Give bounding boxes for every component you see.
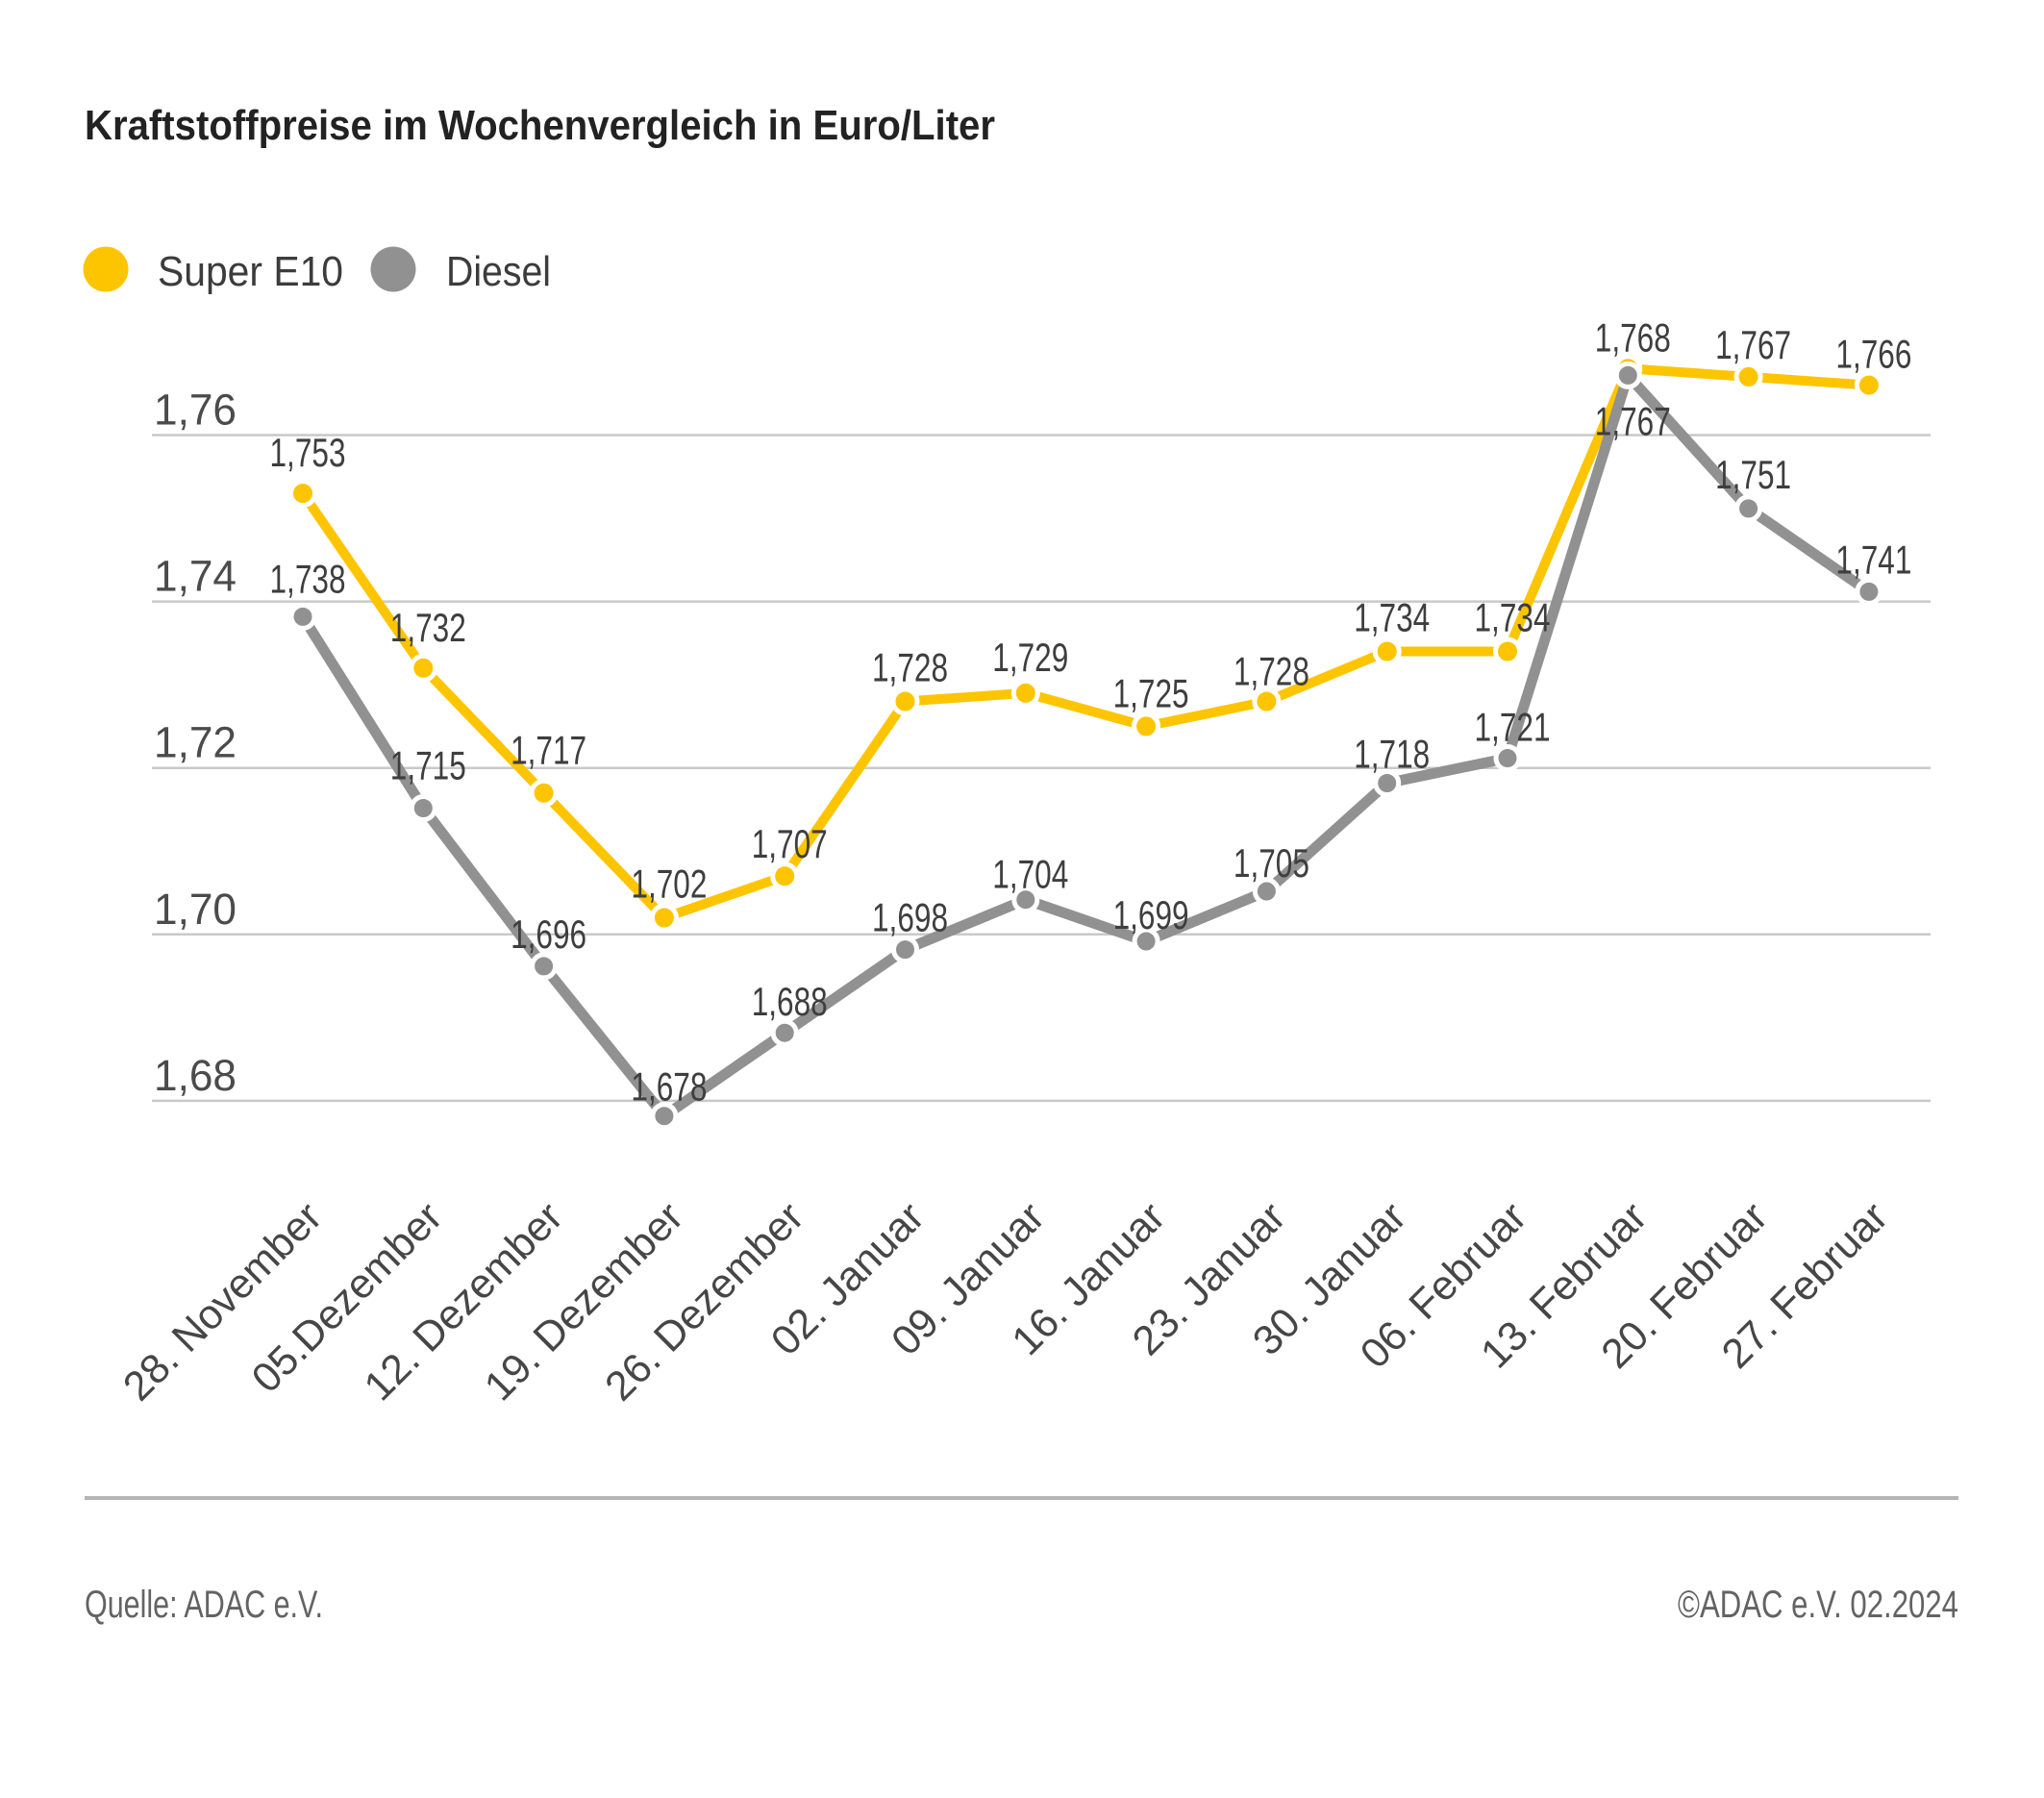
- svg-text:1,718: 1,718: [1354, 732, 1430, 777]
- svg-text:1,68: 1,68: [154, 1051, 237, 1100]
- svg-text:1,702: 1,702: [631, 862, 707, 907]
- svg-text:1,74: 1,74: [154, 552, 237, 601]
- svg-text:1,72: 1,72: [154, 718, 237, 767]
- svg-text:Diesel: Diesel: [446, 248, 551, 295]
- svg-text:1,698: 1,698: [872, 895, 948, 940]
- svg-text:1,76: 1,76: [154, 386, 237, 435]
- svg-text:1,728: 1,728: [872, 645, 948, 690]
- svg-text:1,699: 1,699: [1113, 892, 1189, 937]
- svg-text:©ADAC e.V. 02.2024: ©ADAC e.V. 02.2024: [1678, 1584, 1958, 1626]
- svg-text:1,704: 1,704: [992, 852, 1068, 897]
- svg-text:1,688: 1,688: [752, 979, 828, 1024]
- svg-text:1,678: 1,678: [631, 1064, 707, 1110]
- svg-text:1,768: 1,768: [1595, 314, 1671, 360]
- svg-text:1,729: 1,729: [992, 635, 1068, 680]
- svg-text:1,721: 1,721: [1475, 705, 1551, 750]
- svg-text:Quelle: ADAC e.V.: Quelle: ADAC e.V.: [85, 1584, 323, 1626]
- svg-text:1,734: 1,734: [1475, 595, 1551, 640]
- svg-text:Kraftstoffpreise im Wochenverg: Kraftstoffpreise im Wochenvergleich in E…: [85, 102, 995, 149]
- svg-text:1,741: 1,741: [1835, 537, 1911, 582]
- svg-text:1,696: 1,696: [511, 911, 586, 957]
- svg-text:1,767: 1,767: [1595, 398, 1671, 443]
- svg-text:Super E10: Super E10: [158, 248, 343, 295]
- svg-text:1,725: 1,725: [1113, 670, 1189, 715]
- svg-text:1,753: 1,753: [270, 430, 346, 475]
- svg-text:1,751: 1,751: [1715, 452, 1791, 497]
- svg-text:1,766: 1,766: [1835, 332, 1911, 377]
- svg-text:1,705: 1,705: [1234, 840, 1309, 886]
- svg-text:1,715: 1,715: [390, 743, 466, 788]
- svg-text:1,728: 1,728: [1234, 649, 1309, 694]
- svg-text:1,717: 1,717: [511, 728, 586, 773]
- svg-text:1,707: 1,707: [752, 821, 828, 866]
- svg-text:1,734: 1,734: [1354, 595, 1430, 640]
- svg-text:1,70: 1,70: [154, 885, 237, 934]
- svg-text:1,767: 1,767: [1715, 322, 1791, 367]
- svg-text:1,732: 1,732: [390, 605, 466, 650]
- svg-text:1,738: 1,738: [270, 556, 346, 601]
